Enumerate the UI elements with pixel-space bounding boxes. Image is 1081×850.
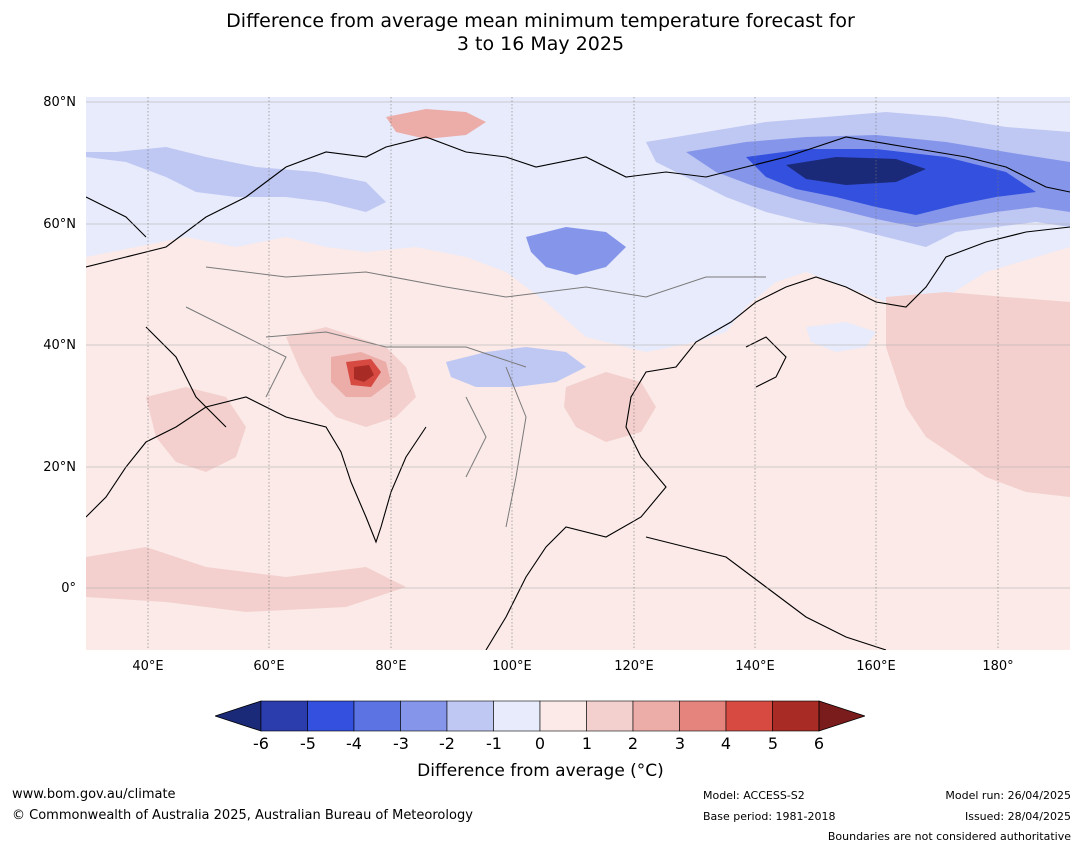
- warm-region-arctic: [386, 109, 486, 139]
- colorbar-segment: [679, 700, 727, 732]
- warm-region-arabia: [146, 387, 246, 472]
- coastlines: [86, 136, 1070, 650]
- colorbar-segment: [446, 700, 494, 732]
- cool-region-northwest: [86, 147, 386, 212]
- colorbar: [213, 700, 867, 732]
- warm-region-east-china: [564, 372, 656, 442]
- lat-label-20n: 20°N: [43, 460, 76, 475]
- colorbar-tick-label: -1: [486, 734, 502, 753]
- colorbar-tick-label: 2: [627, 734, 639, 753]
- colorbar-segment: [260, 700, 308, 732]
- lat-label-80n: 80°N: [43, 95, 76, 110]
- footer-disclaimer: Boundaries are not considered authoritat…: [827, 830, 1071, 843]
- cool-region-china: [446, 347, 586, 387]
- colorbar-tick-label: 6: [813, 734, 825, 753]
- colorbar-segment: [307, 700, 355, 732]
- colorbar-title: Difference from average (°C): [417, 761, 664, 781]
- colorbar-segment: [539, 700, 587, 732]
- colorbar-tick-label: 0: [534, 734, 546, 753]
- colorbar-segment: [586, 700, 634, 732]
- lon-label-120e: 120°E: [614, 659, 654, 674]
- colorbar-segment: [400, 700, 448, 732]
- warm-region-pacific: [886, 292, 1070, 497]
- lon-label-180: 180°: [982, 659, 1014, 674]
- colorbar-segment: [632, 700, 680, 732]
- footer-base-period: Base period: 1981-2018: [703, 810, 836, 823]
- colorbar-segment: [493, 700, 541, 732]
- footer-model-run: Model run: 26/04/2025: [945, 789, 1071, 802]
- colorbar-tick-label: 5: [767, 734, 779, 753]
- footer-issued: Issued: 28/04/2025: [964, 810, 1071, 823]
- cool-region-mongolia: [526, 227, 626, 275]
- forecast-map: [86, 97, 1070, 650]
- lat-label-0: 0°: [61, 581, 76, 596]
- colorbar-extend-low: [213, 700, 262, 732]
- footer-model: Model: ACCESS-S2: [703, 789, 805, 802]
- colorbar-tick-label: -4: [346, 734, 362, 753]
- warm-region-hotspot-core: [354, 365, 374, 382]
- country-borders: [185, 266, 766, 528]
- colorbar-tick-label: 3: [674, 734, 686, 753]
- colorbar-tick-label: -3: [393, 734, 409, 753]
- lon-label-100e: 100°E: [492, 659, 532, 674]
- cool-region-northeast: [806, 322, 876, 352]
- colorbar-tick-label: -6: [253, 734, 269, 753]
- footer-website: www.bom.gov.au/climate: [12, 787, 176, 802]
- colorbar-segment: [725, 700, 773, 732]
- cool-region-siberia-max: [786, 157, 926, 185]
- colorbar-tick-label: -5: [300, 734, 316, 753]
- colorbar-segment: [353, 700, 401, 732]
- lon-label-160e: 160°E: [856, 659, 896, 674]
- colorbar-tick-label: -2: [439, 734, 455, 753]
- colorbar-tick-label: 4: [720, 734, 732, 753]
- lon-label-140e: 140°E: [735, 659, 775, 674]
- map-title-line2: 3 to 16 May 2025: [456, 33, 625, 55]
- lon-label-60e: 60°E: [253, 659, 285, 674]
- map-canvas: [86, 97, 1070, 650]
- map-title-line1: Difference from average mean minimum tem…: [226, 10, 855, 32]
- lat-label-60n: 60°N: [43, 217, 76, 232]
- lat-label-40n: 40°N: [43, 338, 76, 353]
- colorbar-tick-label: 1: [581, 734, 593, 753]
- lon-label-40e: 40°E: [132, 659, 164, 674]
- colorbar-extend-high: [818, 700, 867, 732]
- lon-label-80e: 80°E: [375, 659, 407, 674]
- colorbar-svg: [213, 700, 867, 732]
- colorbar-segment: [772, 700, 820, 732]
- footer-copyright: © Commonwealth of Australia 2025, Austra…: [12, 808, 473, 823]
- graticule: [86, 97, 1070, 650]
- warm-region-south: [86, 547, 406, 612]
